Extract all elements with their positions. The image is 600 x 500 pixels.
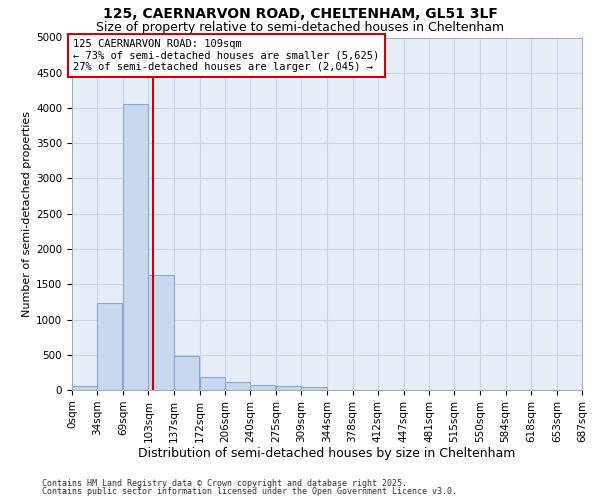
Bar bbox=[123, 104, 148, 390]
Bar bbox=[225, 382, 250, 390]
Bar bbox=[174, 356, 199, 390]
Text: Size of property relative to semi-detached houses in Cheltenham: Size of property relative to semi-detach… bbox=[96, 21, 504, 34]
Text: Contains public sector information licensed under the Open Government Licence v3: Contains public sector information licen… bbox=[42, 487, 457, 496]
Bar bbox=[148, 275, 174, 390]
Text: 125, CAERNARVON ROAD, CHELTENHAM, GL51 3LF: 125, CAERNARVON ROAD, CHELTENHAM, GL51 3… bbox=[103, 8, 497, 22]
Bar bbox=[72, 386, 97, 390]
Y-axis label: Number of semi-detached properties: Number of semi-detached properties bbox=[22, 111, 32, 317]
X-axis label: Distribution of semi-detached houses by size in Cheltenham: Distribution of semi-detached houses by … bbox=[139, 448, 515, 460]
Bar bbox=[276, 386, 301, 390]
Text: Contains HM Land Registry data © Crown copyright and database right 2025.: Contains HM Land Registry data © Crown c… bbox=[42, 478, 407, 488]
Text: 125 CAERNARVON ROAD: 109sqm
← 73% of semi-detached houses are smaller (5,625)
27: 125 CAERNARVON ROAD: 109sqm ← 73% of sem… bbox=[73, 39, 380, 72]
Bar bbox=[301, 387, 326, 390]
Bar bbox=[250, 385, 275, 390]
Bar bbox=[200, 376, 225, 390]
Bar bbox=[97, 304, 122, 390]
